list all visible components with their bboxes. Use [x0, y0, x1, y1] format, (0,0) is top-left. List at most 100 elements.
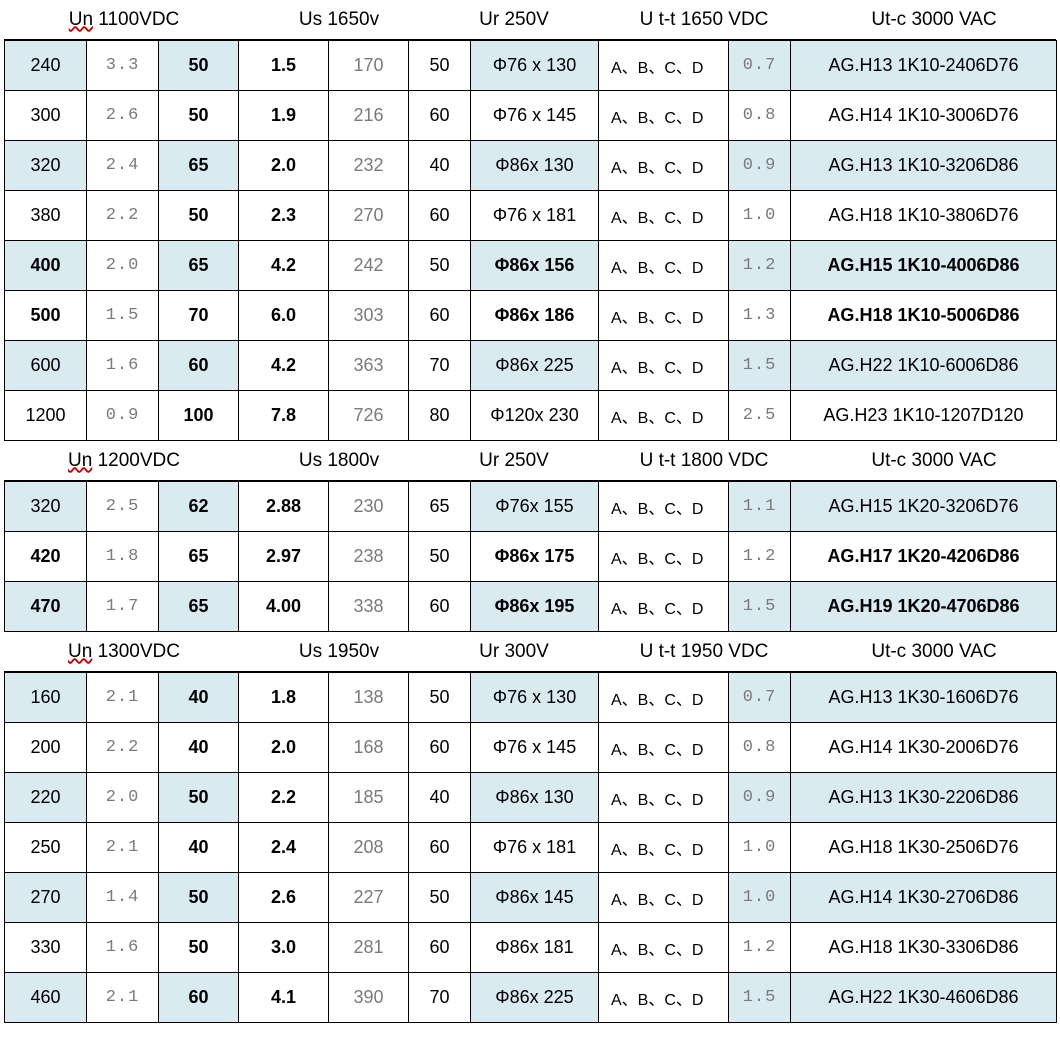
cell: 0.8: [729, 91, 791, 141]
cell: A、B、C、D: [599, 673, 729, 723]
cell: 40: [409, 773, 471, 823]
cell: A、B、C、D: [599, 241, 729, 291]
cell: 40: [409, 141, 471, 191]
cell: 238: [329, 532, 409, 582]
cell: Φ86x 225: [471, 341, 599, 391]
cell: 50: [159, 191, 239, 241]
cell: 270: [5, 873, 87, 923]
cell: Φ86x 130: [471, 773, 599, 823]
cell: 138: [329, 673, 409, 723]
cell: 65: [159, 582, 239, 632]
table-row: 12000.91007.872680Φ120x 230A、B、C、D2.5AG.…: [5, 391, 1057, 441]
cell: 2.6: [87, 91, 159, 141]
cell: 1.4: [87, 873, 159, 923]
cell: 62: [159, 482, 239, 532]
cell: 1.0: [729, 191, 791, 241]
cell: 70: [409, 341, 471, 391]
cell: 1.1: [729, 482, 791, 532]
cell: Φ86x 195: [471, 582, 599, 632]
cell: A、B、C、D: [599, 723, 729, 773]
cell: A、B、C、D: [599, 532, 729, 582]
table-row: 3002.6501.921660Φ76 x 145A、B、C、D0.8AG.H1…: [5, 91, 1057, 141]
cell: 4.00: [239, 582, 329, 632]
cell: Φ120x 230: [471, 391, 599, 441]
cell: AG.H14 1K30-2006D76: [791, 723, 1057, 773]
cell: 242: [329, 241, 409, 291]
cell: 60: [159, 973, 239, 1023]
cell: 380: [5, 191, 87, 241]
cell: Φ86x 156: [471, 241, 599, 291]
cell: 2.2: [87, 723, 159, 773]
cell: 1.2: [729, 532, 791, 582]
header-spec: Ur 250V: [434, 450, 594, 472]
cell: 7.8: [239, 391, 329, 441]
cell: 65: [159, 241, 239, 291]
table-row: 4701.7654.0033860Φ86x 195A、B、C、D1.5AG.H1…: [5, 582, 1057, 632]
cell: 60: [409, 923, 471, 973]
cell: 2.5: [87, 482, 159, 532]
cell: 2.0: [239, 141, 329, 191]
cell: AG.H14 1K30-2706D86: [791, 873, 1057, 923]
cell: 100: [159, 391, 239, 441]
cell: 2.0: [87, 773, 159, 823]
cell: 470: [5, 582, 87, 632]
header-spec: Us 1950v: [244, 641, 434, 663]
header-spec: Ut-c 3000 VAC: [814, 9, 1054, 31]
cell: 2.5: [729, 391, 791, 441]
cell: 60: [409, 723, 471, 773]
cell: 2.2: [239, 773, 329, 823]
cell: Φ76 x 181: [471, 191, 599, 241]
cell: 0.9: [729, 773, 791, 823]
cell: AG.H18 1K10-3806D76: [791, 191, 1057, 241]
cell: 460: [5, 973, 87, 1023]
cell: 320: [5, 141, 87, 191]
cell: 338: [329, 582, 409, 632]
cell: A、B、C、D: [599, 823, 729, 873]
cell: AG.H13 1K10-3206D86: [791, 141, 1057, 191]
cell: AG.H18 1K30-2506D76: [791, 823, 1057, 873]
table-row: 4201.8652.9723850Φ86x 175A、B、C、D1.2AG.H1…: [5, 532, 1057, 582]
cell: 60: [409, 191, 471, 241]
cell: 1.3: [729, 291, 791, 341]
cell: 1.5: [729, 341, 791, 391]
cell: 4.1: [239, 973, 329, 1023]
spec-table: 3202.5622.8823065Φ76x 155A、B、C、D1.1AG.H1…: [4, 481, 1057, 632]
cell: Φ86x 225: [471, 973, 599, 1023]
cell: 185: [329, 773, 409, 823]
cell: 1.5: [87, 291, 159, 341]
cell: 3.3: [87, 41, 159, 91]
cell: Φ86x 145: [471, 873, 599, 923]
cell: Φ76x 155: [471, 482, 599, 532]
cell: 4.2: [239, 241, 329, 291]
cell: A、B、C、D: [599, 973, 729, 1023]
cell: AG.H15 1K10-4006D86: [791, 241, 1057, 291]
table-row: 4602.1604.139070Φ86x 225A、B、C、D1.5AG.H22…: [5, 973, 1057, 1023]
cell: 1.5: [729, 582, 791, 632]
cell: 1.5: [729, 973, 791, 1023]
cell: A、B、C、D: [599, 41, 729, 91]
cell: 60: [159, 341, 239, 391]
cell: 60: [409, 823, 471, 873]
cell: 227: [329, 873, 409, 923]
cell: AG.H19 1K20-4706D86: [791, 582, 1057, 632]
cell: A、B、C、D: [599, 582, 729, 632]
cell: 0.9: [87, 391, 159, 441]
cell: A、B、C、D: [599, 923, 729, 973]
cell: Φ76 x 130: [471, 673, 599, 723]
cell: 281: [329, 923, 409, 973]
cell: 50: [159, 923, 239, 973]
cell: 0.7: [729, 41, 791, 91]
section-header: Un 1300VDCUs 1950vUr 300VU t-t 1950 VDCU…: [4, 632, 1056, 672]
table-row: 2701.4502.622750Φ86x 145A、B、C、D1.0AG.H14…: [5, 873, 1057, 923]
cell: AG.H18 1K10-5006D86: [791, 291, 1057, 341]
header-spec: Un 1100VDC: [4, 9, 244, 31]
cell: 320: [5, 482, 87, 532]
cell: 208: [329, 823, 409, 873]
cell: AG.H18 1K30-3306D86: [791, 923, 1057, 973]
cell: 230: [329, 482, 409, 532]
header-spec: Ut-c 3000 VAC: [814, 641, 1054, 663]
cell: AG.H22 1K30-4606D86: [791, 973, 1057, 1023]
cell: AG.H15 1K20-3206D76: [791, 482, 1057, 532]
cell: 60: [409, 582, 471, 632]
cell: 50: [159, 873, 239, 923]
